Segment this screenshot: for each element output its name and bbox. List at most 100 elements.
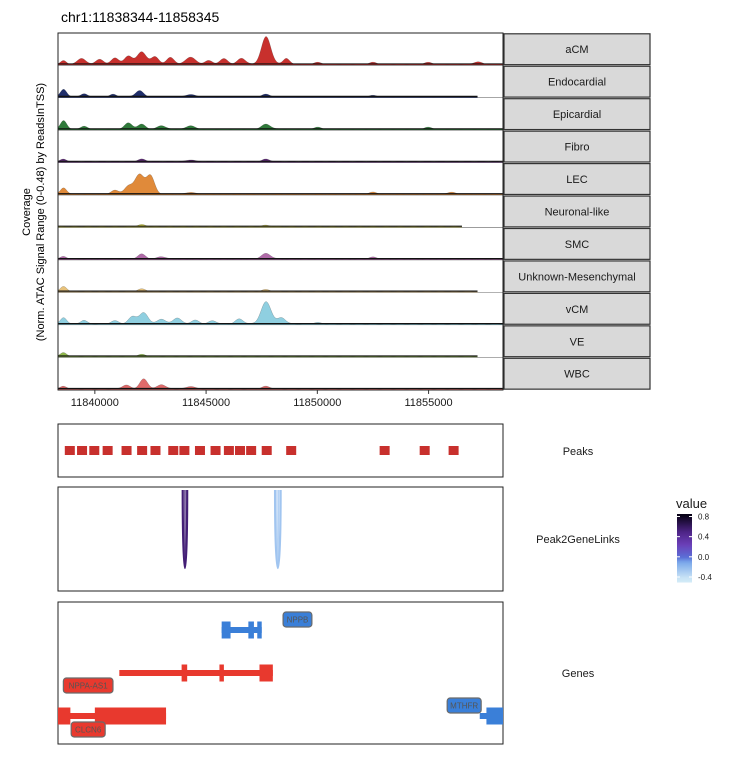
legend-color-step-19: [677, 542, 692, 545]
track-endocardial: Endocardial: [57, 65, 651, 99]
peak-7: [168, 446, 179, 455]
track-vcm: vCM: [57, 292, 651, 326]
peaks-track: Peaks: [57, 423, 594, 478]
track-panel-neuronal-like: [58, 195, 503, 228]
track-unknown-mesenchymal: Unknown-Mesenchymal: [57, 260, 651, 294]
track-lec: LEC: [57, 162, 651, 196]
peak-11: [223, 446, 234, 455]
legend-color-step-7: [677, 566, 692, 569]
legend-color-step-14: [677, 552, 692, 555]
legend-color-step-6: [677, 568, 692, 571]
peak-18: [448, 446, 459, 455]
gene-exon-nppa-as1-0: [181, 664, 188, 682]
strip-label-vcm: vCM: [566, 304, 589, 316]
peak-15: [286, 446, 297, 455]
legend-color-step-24: [677, 532, 692, 535]
peak-1: [77, 446, 88, 455]
gene-exon-clcn6-0: [58, 707, 71, 725]
peak-6: [150, 446, 161, 455]
peak-4: [121, 446, 132, 455]
strip-label-acm: aCM: [565, 44, 588, 56]
legend-tick-label-2: 0.0: [698, 553, 710, 562]
strip-fibro: [503, 130, 651, 163]
legend-color-step-10: [677, 560, 692, 563]
genes-label: Genes: [562, 668, 595, 680]
gene-exon-nppb-1: [248, 621, 254, 639]
strip-ve: [503, 325, 651, 358]
legend-color-step-5: [677, 570, 692, 573]
track-panel-unknown-mesenchymal: [58, 260, 503, 293]
peak-10: [210, 446, 221, 455]
legend-tick-label-1: 0.4: [698, 533, 710, 542]
gene-exon-nppb-2: [257, 621, 262, 639]
strip-wbc: [503, 357, 651, 390]
legend-color-step-27: [677, 526, 692, 529]
peaks-label: Peaks: [563, 446, 594, 458]
track-panel-wbc: [58, 357, 503, 390]
track-acm: aCM: [57, 33, 651, 66]
track-panel-smc: [58, 227, 503, 261]
peak2gene-link-0: [181, 489, 189, 569]
coverage-outline-acm: [57, 36, 504, 65]
legend-color-step-11: [677, 558, 692, 561]
gene-label-box-nppb: [282, 611, 313, 628]
gene-label-mthfr: MTHFR: [450, 702, 478, 711]
coverage-area-neuronal-like: [58, 224, 462, 228]
x-tick-label-11855000: 11855000: [405, 397, 453, 409]
x-tick-label-11840000: 11840000: [71, 397, 119, 409]
legend-color-step-12: [677, 556, 692, 559]
genes-track: NPPB NPPA-AS1 CLCN6 MTHFR Genes: [57, 601, 595, 745]
legend-color-step-2: [677, 576, 692, 579]
peak-14: [261, 446, 272, 455]
strip-label-lec: LEC: [566, 174, 587, 186]
strip-label-fibro: Fibro: [564, 142, 589, 154]
legend-color-step-17: [677, 546, 692, 549]
gene-label-box-mthfr: [446, 697, 482, 714]
peak-17: [419, 446, 430, 455]
strip-label-ve: VE: [570, 336, 585, 348]
strip-label-endocardial: Endocardial: [548, 77, 606, 89]
legend-color-step-13: [677, 554, 692, 557]
x-axis: 11840000 11845000 11850000 11855000: [71, 389, 453, 409]
legend-color-step-25: [677, 530, 692, 533]
peak2gene-link-inner-1: [276, 489, 280, 566]
gene-label-nppa-as1: NPPA-AS1: [69, 682, 109, 691]
strip-label-smc: SMC: [565, 239, 590, 251]
legend-color-step-15: [677, 550, 692, 553]
value-legend: value 0.8 0.4 0.0 -0.4: [676, 496, 712, 583]
legend-color-step-18: [677, 544, 692, 547]
coverage-area-acm: [58, 36, 503, 66]
legend-title: value: [676, 496, 707, 511]
coverage-area-lec: [58, 173, 503, 196]
track-panel-ve: [58, 325, 503, 358]
gene-label-nppb: NPPB: [287, 616, 309, 625]
track-neuronal-like: Neuronal-like: [57, 195, 651, 229]
track-fibro: Fibro: [57, 130, 651, 164]
legend-color-step-8: [677, 564, 692, 567]
strip-acm: [503, 33, 651, 66]
gene-label-box-clcn6: [70, 721, 106, 738]
legend-color-step-30: [677, 520, 692, 523]
gene-label-box-nppa-as1: [62, 677, 114, 694]
legend-color-step-4: [677, 572, 692, 575]
track-panel-endocardial: [58, 65, 503, 98]
peak-13: [246, 446, 257, 455]
track-panel-fibro: [58, 130, 503, 163]
legend-color-step-3: [677, 574, 692, 577]
track-panel-epicardial: [58, 97, 503, 131]
peak-5: [137, 446, 148, 455]
strip-lec: [503, 163, 651, 196]
track-epicardial: Epicardial: [57, 97, 651, 131]
strip-neuronal-like: [503, 195, 651, 228]
legend-color-step-9: [677, 562, 692, 565]
legend-tick-label-3: -0.4: [698, 573, 712, 582]
peak2gene-link-1: [273, 489, 282, 569]
gene-body-nppb: [221, 627, 262, 633]
strip-smc: [503, 227, 651, 260]
track-wbc: WBC: [57, 357, 651, 391]
legend-color-step-28: [677, 524, 692, 527]
gene-exon-nppa-as1-1: [219, 664, 224, 682]
legend-color-step-23: [677, 534, 692, 537]
gene-exon-clcn6-1: [94, 707, 167, 725]
gene-label-clcn6: CLCN6: [75, 726, 102, 735]
